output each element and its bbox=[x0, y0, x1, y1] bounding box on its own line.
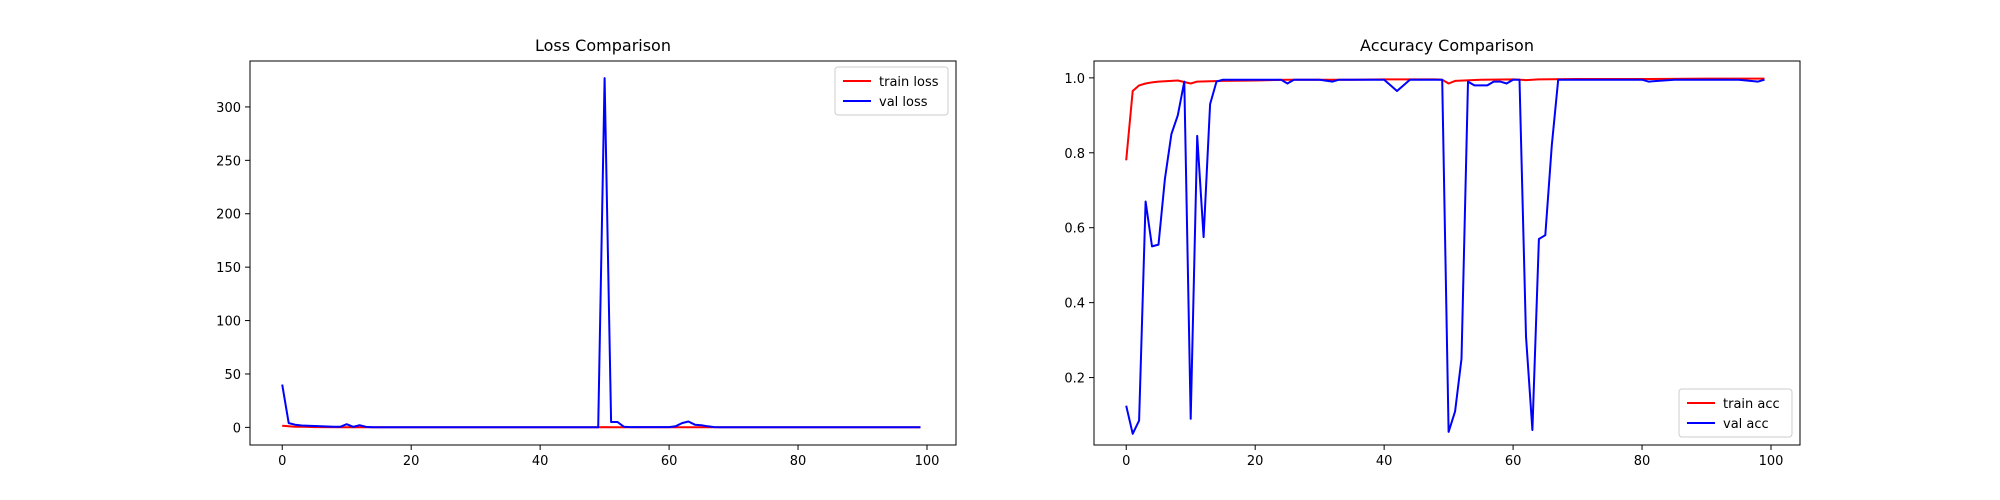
x-tick-label: 0 bbox=[278, 454, 286, 469]
y-tick-label: 150 bbox=[216, 261, 241, 276]
legend-label: val acc bbox=[1723, 417, 1769, 432]
y-tick-label: 0.8 bbox=[1064, 147, 1085, 162]
chart-title: Loss Comparison bbox=[535, 36, 671, 55]
series-line-val-acc bbox=[1125, 78, 1765, 435]
axes-frame bbox=[249, 60, 957, 446]
y-tick-label: 0.6 bbox=[1064, 222, 1085, 237]
y-tick-label: 100 bbox=[216, 315, 241, 330]
x-tick-label: 100 bbox=[1759, 454, 1784, 469]
y-tick-label: 0 bbox=[233, 421, 241, 436]
axes-frame bbox=[1093, 60, 1801, 446]
x-tick-label: 100 bbox=[915, 454, 940, 469]
x-tick-label: 60 bbox=[661, 454, 678, 469]
y-tick-label: 0.4 bbox=[1064, 297, 1085, 312]
chart-panel-2: Accuracy Comparison 0 20 40 60 80 100 0.2 0.4 0.6… bbox=[1064, 36, 1801, 469]
x-tick-label: 20 bbox=[403, 454, 420, 469]
legend: train acc val acc bbox=[1678, 388, 1793, 438]
legend-label: train loss bbox=[879, 75, 939, 90]
y-tick-label: 250 bbox=[216, 154, 241, 169]
chart-panel-1: Loss Comparison 0 20 40 60 80 100 0 50 100 150 200 2… bbox=[216, 36, 957, 469]
series-line-train-acc bbox=[1125, 77, 1765, 161]
legend-box bbox=[834, 66, 949, 116]
legend: train loss val loss bbox=[834, 66, 949, 116]
y-tick-label: 0.2 bbox=[1064, 372, 1085, 387]
x-tick-label: 40 bbox=[1376, 454, 1393, 469]
x-tick-label: 80 bbox=[1634, 454, 1651, 469]
y-tick-label: 200 bbox=[216, 208, 241, 223]
legend-label: train acc bbox=[1723, 397, 1780, 412]
x-tick-label: 0 bbox=[1122, 454, 1130, 469]
y-tick-label: 50 bbox=[224, 368, 241, 383]
y-tick-label: 300 bbox=[216, 101, 241, 116]
x-tick-label: 20 bbox=[1247, 454, 1264, 469]
series-line-val-loss bbox=[281, 77, 921, 429]
legend-box bbox=[1678, 388, 1793, 438]
x-tick-label: 80 bbox=[790, 454, 807, 469]
chart-title: Accuracy Comparison bbox=[1360, 36, 1534, 55]
y-tick-label: 1.0 bbox=[1064, 72, 1085, 87]
x-tick-label: 40 bbox=[532, 454, 549, 469]
legend-label: val loss bbox=[879, 95, 928, 110]
x-tick-label: 60 bbox=[1505, 454, 1522, 469]
